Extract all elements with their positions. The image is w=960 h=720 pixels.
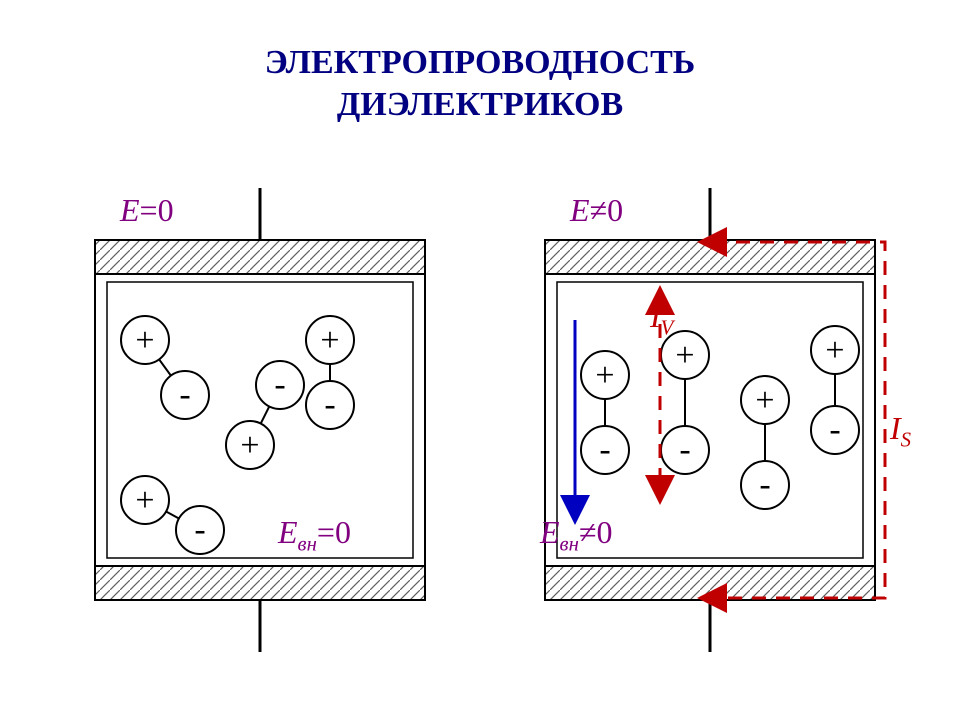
minus-icon: -: [194, 511, 205, 548]
top-plate: [545, 240, 875, 274]
plus-icon: +: [825, 332, 844, 369]
minus-icon: -: [274, 366, 285, 403]
right-E-label: E≠0: [570, 192, 623, 229]
plus-icon: +: [240, 427, 259, 464]
plus-icon: +: [135, 482, 154, 519]
left-E-label: E=0: [120, 192, 174, 229]
minus-icon: -: [179, 376, 190, 413]
minus-icon: -: [829, 411, 840, 448]
Is-label: IS: [890, 410, 911, 452]
surface-current-path: [712, 242, 885, 598]
minus-icon: -: [759, 466, 770, 503]
right-Evn-label: Eвн≠0: [540, 514, 612, 556]
top-plate: [95, 240, 425, 274]
plus-icon: +: [320, 322, 339, 359]
plus-icon: +: [595, 357, 614, 394]
bottom-plate: [545, 566, 875, 600]
minus-icon: -: [679, 431, 690, 468]
plus-icon: +: [135, 322, 154, 359]
capacitor-frame: [95, 240, 425, 600]
left-Evn-label: Eвн=0: [278, 514, 351, 556]
minus-icon: -: [324, 386, 335, 423]
Iv-label: IV: [650, 298, 673, 340]
diagram-canvas: +-+-+-+-+-+-+-+-: [0, 0, 960, 720]
bottom-plate: [95, 566, 425, 600]
plus-icon: +: [755, 382, 774, 419]
minus-icon: -: [599, 431, 610, 468]
plus-icon: +: [675, 337, 694, 374]
